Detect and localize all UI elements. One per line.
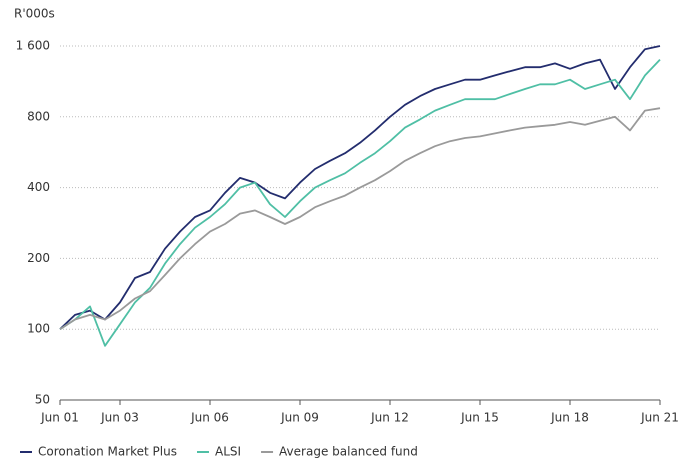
x-tick-label: Jun 18 bbox=[550, 411, 589, 425]
y-tick-label: 50 bbox=[35, 393, 50, 407]
y-tick-label: 400 bbox=[27, 180, 50, 194]
y-tick-label: 800 bbox=[27, 109, 50, 123]
y-tick-label: 100 bbox=[27, 322, 50, 336]
y-tick-label: 200 bbox=[27, 251, 50, 265]
series-line bbox=[59, 107, 661, 330]
legend-label: Coronation Market Plus bbox=[38, 445, 177, 459]
x-tick-label: Jun 12 bbox=[370, 411, 409, 425]
legend-label: ALSI bbox=[215, 445, 241, 459]
series-line bbox=[59, 58, 661, 347]
x-tick-label: Jun 21 bbox=[640, 411, 679, 425]
x-tick-label: Jun 01 bbox=[40, 411, 79, 425]
x-tick-label: Jun 15 bbox=[460, 411, 499, 425]
legend-label: Average balanced fund bbox=[279, 445, 418, 459]
x-tick-label: Jun 03 bbox=[100, 411, 139, 425]
x-tick-label: Jun 09 bbox=[280, 411, 319, 425]
y-axis-label: R'000s bbox=[14, 7, 55, 21]
x-tick-label: Jun 06 bbox=[190, 411, 229, 425]
series-line bbox=[59, 45, 661, 330]
y-tick-label: 1 600 bbox=[16, 39, 50, 53]
